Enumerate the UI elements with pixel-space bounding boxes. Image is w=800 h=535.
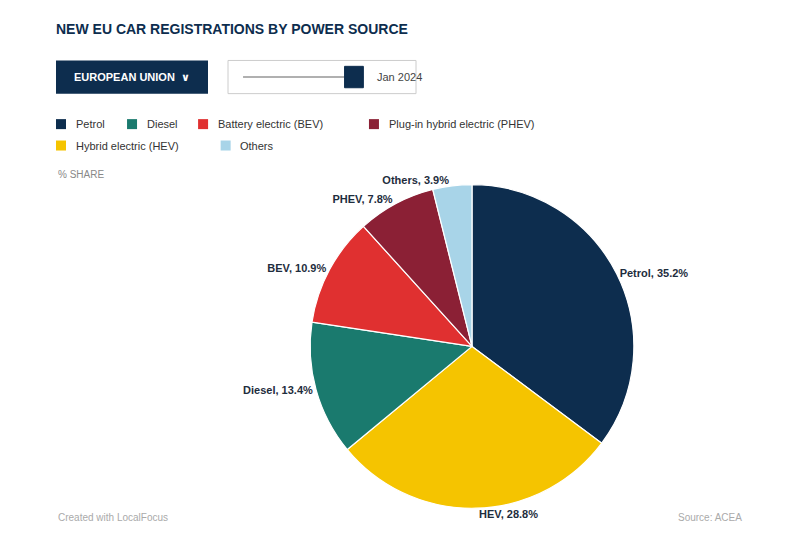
svg-text:Others, 3.9%: Others, 3.9% bbox=[382, 174, 449, 186]
svg-text:Hybrid electric (HEV): Hybrid electric (HEV) bbox=[76, 140, 179, 152]
svg-text:Diesel, 13.4%: Diesel, 13.4% bbox=[243, 384, 313, 396]
svg-text:EUROPEAN UNION ∨: EUROPEAN UNION ∨ bbox=[74, 71, 190, 83]
svg-text:HEV, 28.8%: HEV, 28.8% bbox=[479, 508, 538, 520]
svg-text:Petrol, 35.2%: Petrol, 35.2% bbox=[620, 267, 689, 279]
svg-text:Plug-in hybrid electric (PHEV): Plug-in hybrid electric (PHEV) bbox=[389, 118, 535, 130]
svg-text:Diesel: Diesel bbox=[147, 118, 178, 130]
svg-text:Petrol: Petrol bbox=[76, 118, 105, 130]
svg-text:NEW EU CAR REGISTRATIONS BY PO: NEW EU CAR REGISTRATIONS BY POWER SOURCE bbox=[56, 21, 408, 37]
svg-text:Source: ACEA: Source: ACEA bbox=[678, 512, 742, 523]
svg-text:Jan 2024: Jan 2024 bbox=[377, 71, 422, 83]
svg-text:Battery electric (BEV): Battery electric (BEV) bbox=[218, 118, 323, 130]
svg-text:BEV, 10.9%: BEV, 10.9% bbox=[267, 262, 326, 274]
svg-text:Created with LocalFocus: Created with LocalFocus bbox=[58, 512, 168, 523]
svg-text:PHEV, 7.8%: PHEV, 7.8% bbox=[332, 193, 392, 205]
svg-text:% SHARE: % SHARE bbox=[58, 169, 104, 180]
svg-text:Others: Others bbox=[240, 140, 274, 152]
